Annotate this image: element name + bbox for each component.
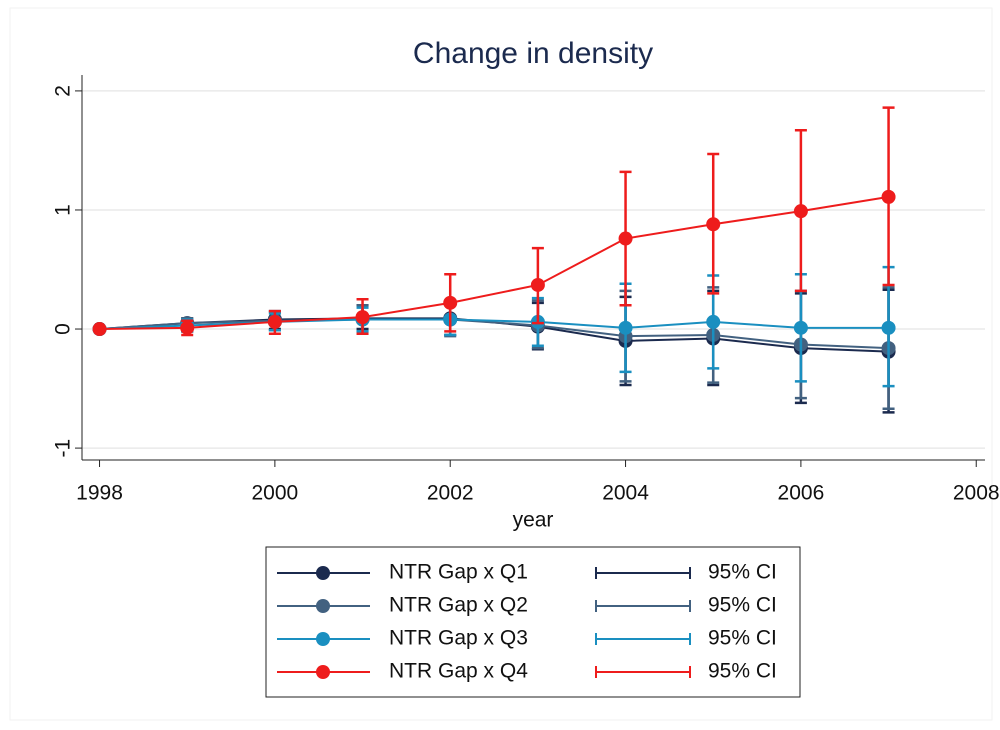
point bbox=[618, 320, 633, 335]
series-line bbox=[99, 318, 889, 350]
x-tick-label: 2004 bbox=[602, 482, 649, 505]
y-tick-label: 0 bbox=[52, 323, 75, 335]
point bbox=[530, 277, 545, 292]
legend-label: NTR Gap x Q1 bbox=[389, 561, 528, 584]
series-line bbox=[99, 195, 889, 331]
point bbox=[267, 314, 282, 329]
legend-ci-label: 95% CI bbox=[708, 660, 777, 683]
legend-marker bbox=[316, 566, 330, 580]
legend-ci-label: 95% CI bbox=[708, 561, 777, 584]
y-tick-label: 1 bbox=[52, 204, 75, 216]
legend-ci bbox=[595, 600, 691, 612]
point bbox=[881, 189, 896, 204]
x-tick-label: 1998 bbox=[76, 482, 123, 505]
point bbox=[355, 310, 370, 325]
legend-ci-label: 95% CI bbox=[708, 627, 777, 650]
point bbox=[793, 320, 808, 335]
point bbox=[793, 204, 808, 219]
frame bbox=[9, 7, 993, 721]
point bbox=[618, 231, 633, 246]
x-tick-label: 2008 bbox=[953, 482, 1000, 505]
legend-label: NTR Gap x Q3 bbox=[389, 627, 528, 650]
y-tick-label: 2 bbox=[52, 85, 75, 97]
legend-marker bbox=[316, 632, 330, 646]
legend-ci bbox=[595, 633, 691, 645]
point bbox=[92, 322, 107, 337]
x-tick-label: 2002 bbox=[427, 482, 474, 505]
x-axis-label: year bbox=[513, 509, 554, 532]
series-line bbox=[99, 318, 889, 331]
x-tick-label: 2000 bbox=[252, 482, 299, 505]
legend-ci bbox=[595, 567, 691, 579]
y-tick-label: -1 bbox=[52, 439, 75, 458]
legend-label: NTR Gap x Q2 bbox=[389, 594, 528, 617]
legend-ci bbox=[595, 666, 691, 678]
legend-marker bbox=[316, 599, 330, 613]
point bbox=[443, 295, 458, 310]
point bbox=[706, 314, 721, 329]
x-tick-label: 2006 bbox=[778, 482, 825, 505]
point bbox=[706, 217, 721, 232]
legend-marker bbox=[316, 665, 330, 679]
legend-label: NTR Gap x Q4 bbox=[389, 660, 528, 683]
point bbox=[881, 320, 896, 335]
legend-ci-label: 95% CI bbox=[708, 594, 777, 617]
point bbox=[180, 320, 195, 335]
chart-title: Change in density bbox=[413, 37, 653, 70]
